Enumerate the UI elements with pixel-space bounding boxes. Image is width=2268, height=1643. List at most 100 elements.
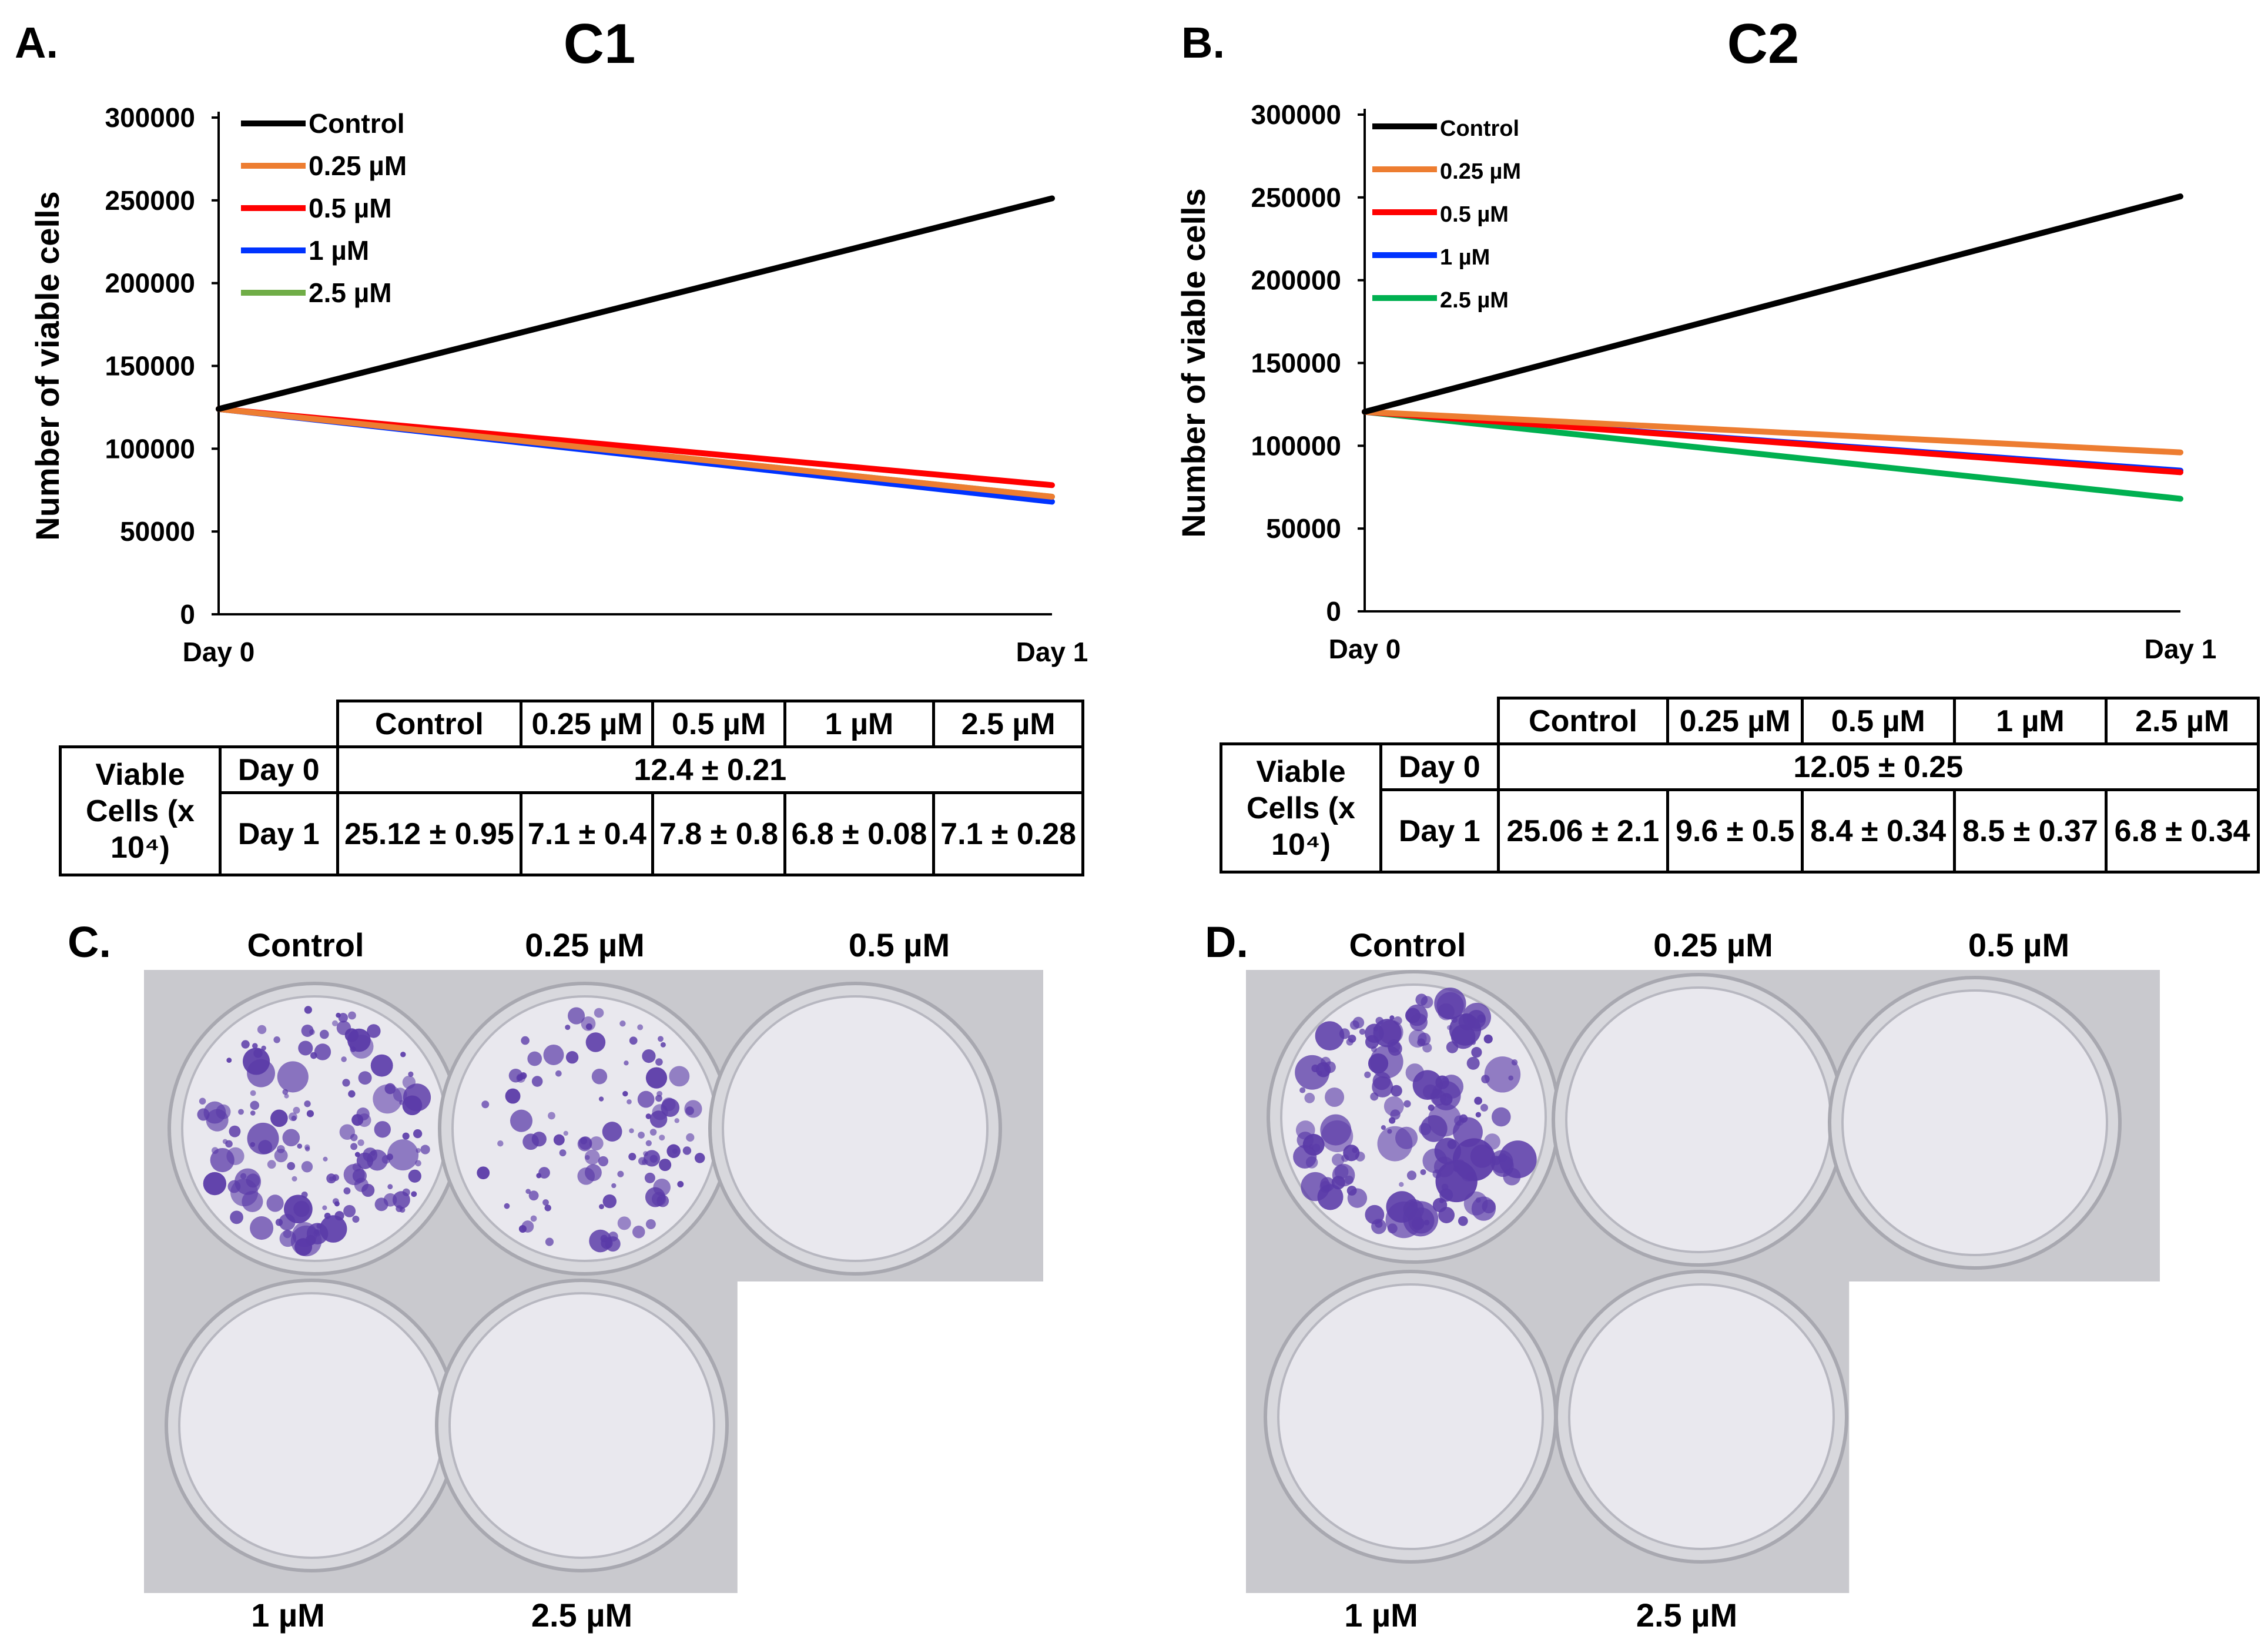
colony bbox=[1484, 1133, 1500, 1150]
colony bbox=[1352, 1147, 1358, 1153]
y-tick-label: 0 bbox=[180, 599, 195, 630]
colony bbox=[352, 1215, 360, 1223]
day1-value: 8.5 ± 0.37 bbox=[1952, 788, 2108, 874]
series-line bbox=[216, 406, 1055, 500]
colony bbox=[510, 1109, 533, 1132]
plate-label-1: 1 µM bbox=[251, 1597, 325, 1634]
colony bbox=[261, 1045, 266, 1051]
colony bbox=[250, 1100, 260, 1110]
colony bbox=[373, 1084, 403, 1114]
colony bbox=[1308, 1144, 1314, 1149]
colony bbox=[1483, 1034, 1493, 1044]
colony bbox=[284, 1093, 289, 1099]
panel-letter-d: D. bbox=[1205, 918, 1248, 966]
column-header: 1 µM bbox=[1952, 697, 2108, 745]
colony bbox=[287, 1162, 296, 1170]
colony bbox=[1428, 1103, 1462, 1137]
colony bbox=[332, 1174, 340, 1182]
colony bbox=[1371, 1046, 1377, 1052]
colony bbox=[402, 1132, 410, 1140]
colony bbox=[645, 1219, 656, 1230]
colony bbox=[343, 1187, 351, 1194]
colony bbox=[216, 1104, 231, 1119]
plate-label-0-5: 0.5 µM bbox=[848, 926, 950, 963]
colony bbox=[578, 1136, 592, 1150]
colony bbox=[555, 1070, 562, 1077]
colony bbox=[350, 1143, 358, 1150]
legend-label: Control bbox=[309, 108, 405, 139]
colony bbox=[257, 1025, 267, 1035]
colony bbox=[655, 1095, 662, 1102]
colony bbox=[1321, 1120, 1354, 1153]
well bbox=[1568, 1283, 1835, 1550]
colony bbox=[504, 1203, 510, 1209]
day1-value: 7.8 ± 0.8 bbox=[651, 791, 786, 876]
legend-label: Control bbox=[1440, 116, 1519, 141]
colony bbox=[642, 1159, 648, 1166]
colony bbox=[413, 1129, 423, 1139]
colony bbox=[1304, 1093, 1315, 1103]
colony bbox=[1388, 1042, 1402, 1056]
day0-label: Day 0 bbox=[219, 745, 339, 794]
colony bbox=[521, 1220, 534, 1233]
colony bbox=[659, 1159, 672, 1172]
colony bbox=[1355, 1152, 1365, 1162]
colony bbox=[289, 1112, 297, 1122]
colony bbox=[659, 1135, 665, 1141]
colony bbox=[1491, 1107, 1511, 1127]
colony bbox=[1482, 1199, 1496, 1214]
column-header: 0.25 µM bbox=[1666, 697, 1804, 745]
colony bbox=[602, 1194, 617, 1209]
well bbox=[1277, 1283, 1544, 1550]
colony bbox=[211, 1147, 219, 1155]
colony bbox=[1403, 1199, 1424, 1220]
colony bbox=[226, 1058, 232, 1063]
viable-cells-table-c2: Control 0.25 µM 0.5 µM 1 µM 2.5 µM Viabl… bbox=[1220, 697, 2260, 874]
colony bbox=[1438, 1207, 1455, 1223]
day1-value: 7.1 ± 0.28 bbox=[932, 791, 1084, 876]
legend-label: 1 µM bbox=[1440, 245, 1490, 270]
y-tick-label: 50000 bbox=[120, 516, 195, 547]
colony bbox=[1420, 1169, 1426, 1175]
colony bbox=[1405, 1008, 1421, 1023]
colony bbox=[361, 1183, 375, 1197]
colony bbox=[1364, 1071, 1371, 1079]
panel-letter-b: B. bbox=[1181, 18, 1225, 67]
colony bbox=[408, 1071, 414, 1077]
colony bbox=[661, 1098, 680, 1117]
colony bbox=[536, 1173, 542, 1179]
colony bbox=[250, 1216, 274, 1240]
colony bbox=[531, 1076, 543, 1087]
colony bbox=[273, 1036, 280, 1043]
colony bbox=[617, 1170, 624, 1177]
colony bbox=[292, 1176, 297, 1182]
colony bbox=[258, 1140, 273, 1155]
colony bbox=[347, 1028, 371, 1052]
colony bbox=[477, 1166, 490, 1180]
colony bbox=[352, 1169, 367, 1183]
panel-letter-c: C. bbox=[68, 918, 111, 966]
column-header: 2.5 µM bbox=[2105, 697, 2260, 745]
colony bbox=[356, 1152, 374, 1169]
colony bbox=[1390, 1109, 1401, 1120]
colony bbox=[1511, 1059, 1518, 1066]
colony bbox=[324, 1212, 331, 1219]
colony bbox=[301, 1161, 313, 1173]
colony bbox=[336, 1020, 351, 1035]
legend-label: 0.25 µM bbox=[1440, 159, 1521, 184]
colony bbox=[1438, 1003, 1455, 1020]
colony bbox=[559, 1149, 567, 1157]
colony bbox=[274, 1149, 288, 1163]
colony bbox=[357, 1139, 364, 1146]
series-line bbox=[1362, 193, 2183, 415]
colony bbox=[374, 1121, 391, 1138]
colony bbox=[374, 1197, 388, 1212]
colony bbox=[1375, 1016, 1383, 1025]
colony bbox=[1466, 1056, 1480, 1070]
colony bbox=[293, 1106, 300, 1114]
colony bbox=[282, 1089, 289, 1095]
colony bbox=[658, 1036, 664, 1042]
y-tick-label: 0 bbox=[1326, 596, 1341, 627]
colony bbox=[1499, 1140, 1537, 1179]
row-group-label: Viable Cells (x 10⁴) bbox=[1220, 742, 1382, 874]
